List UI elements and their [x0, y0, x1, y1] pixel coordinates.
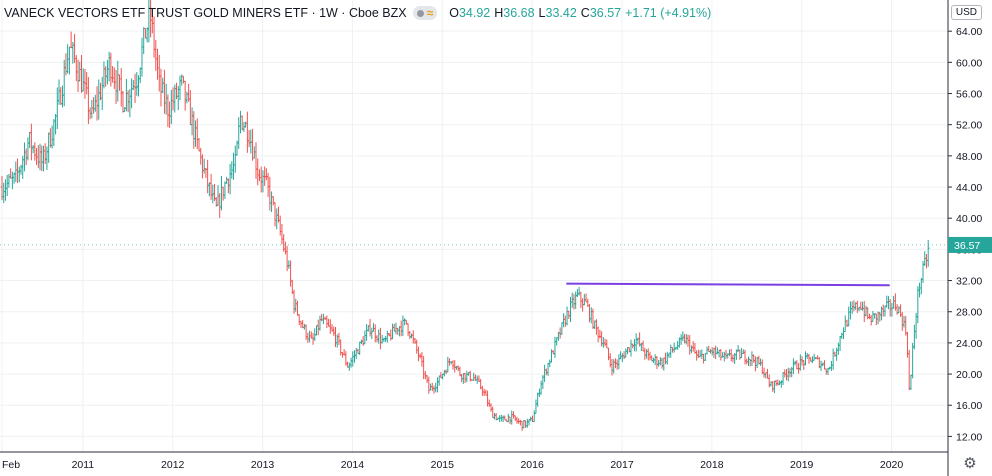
y-tick-label: 40.00: [956, 213, 982, 225]
y-tick-label: 24.00: [956, 338, 982, 350]
y-tick-label: 52.00: [956, 120, 982, 132]
x-tick-label: 2017: [610, 459, 634, 471]
y-tick-label: 44.00: [956, 182, 982, 194]
x-tick-label: 2019: [790, 459, 814, 471]
open-label: O: [449, 6, 459, 20]
ohlc-values: O34.92 H36.68 L33.42 C36.57 +1.71 (+4.91…: [449, 6, 711, 20]
close-label: C: [580, 6, 590, 20]
open-value: 34.92: [458, 6, 491, 20]
y-tick-label: 28.00: [956, 307, 982, 319]
high-label: H: [494, 6, 504, 20]
y-tick-label: 20.00: [956, 369, 982, 381]
last-price-tag: [948, 236, 992, 253]
x-tick-label: 2012: [161, 459, 185, 471]
x-tick-label: 2016: [520, 459, 544, 471]
y-tick-label: 16.00: [956, 400, 982, 412]
change-value: +1.71 (+4.91%): [625, 6, 712, 20]
y-tick-label: 32.00: [956, 276, 982, 288]
indicator-pill[interactable]: ≈: [412, 6, 438, 20]
x-tick-label: 2014: [341, 459, 365, 471]
chart-header: VANECK VECTORS ETF TRUST GOLD MINERS ETF…: [4, 6, 711, 20]
y-tick-label: 12.00: [956, 431, 982, 443]
symbol-title[interactable]: VANECK VECTORS ETF TRUST GOLD MINERS ETF…: [4, 6, 407, 20]
low-value: 33.42: [545, 6, 577, 20]
x-tick-label: Feb: [2, 459, 20, 471]
y-tick-label: 64.00: [956, 26, 982, 38]
y-tick-label: 56.00: [956, 89, 982, 101]
gear-icon[interactable]: ⚙: [963, 455, 977, 472]
currency-button[interactable]: USD: [950, 5, 982, 20]
close-value: 36.57: [589, 6, 622, 20]
high-value: 36.68: [503, 6, 535, 20]
y-tick-label: 48.00: [956, 151, 982, 163]
x-tick-label: 2013: [251, 459, 275, 471]
x-tick-label: 2011: [72, 459, 95, 471]
x-tick-label: 2020: [880, 459, 904, 471]
x-tick-label: 2018: [700, 459, 724, 471]
x-tick-label: 2015: [431, 459, 455, 471]
low-label: L: [538, 6, 546, 20]
trendline[interactable]: [566, 282, 890, 287]
last-price-label: 36.57: [954, 240, 980, 252]
y-tick-label: 60.00: [956, 57, 982, 69]
approx-icon: ≈: [426, 6, 434, 20]
dot-icon: [416, 9, 424, 17]
